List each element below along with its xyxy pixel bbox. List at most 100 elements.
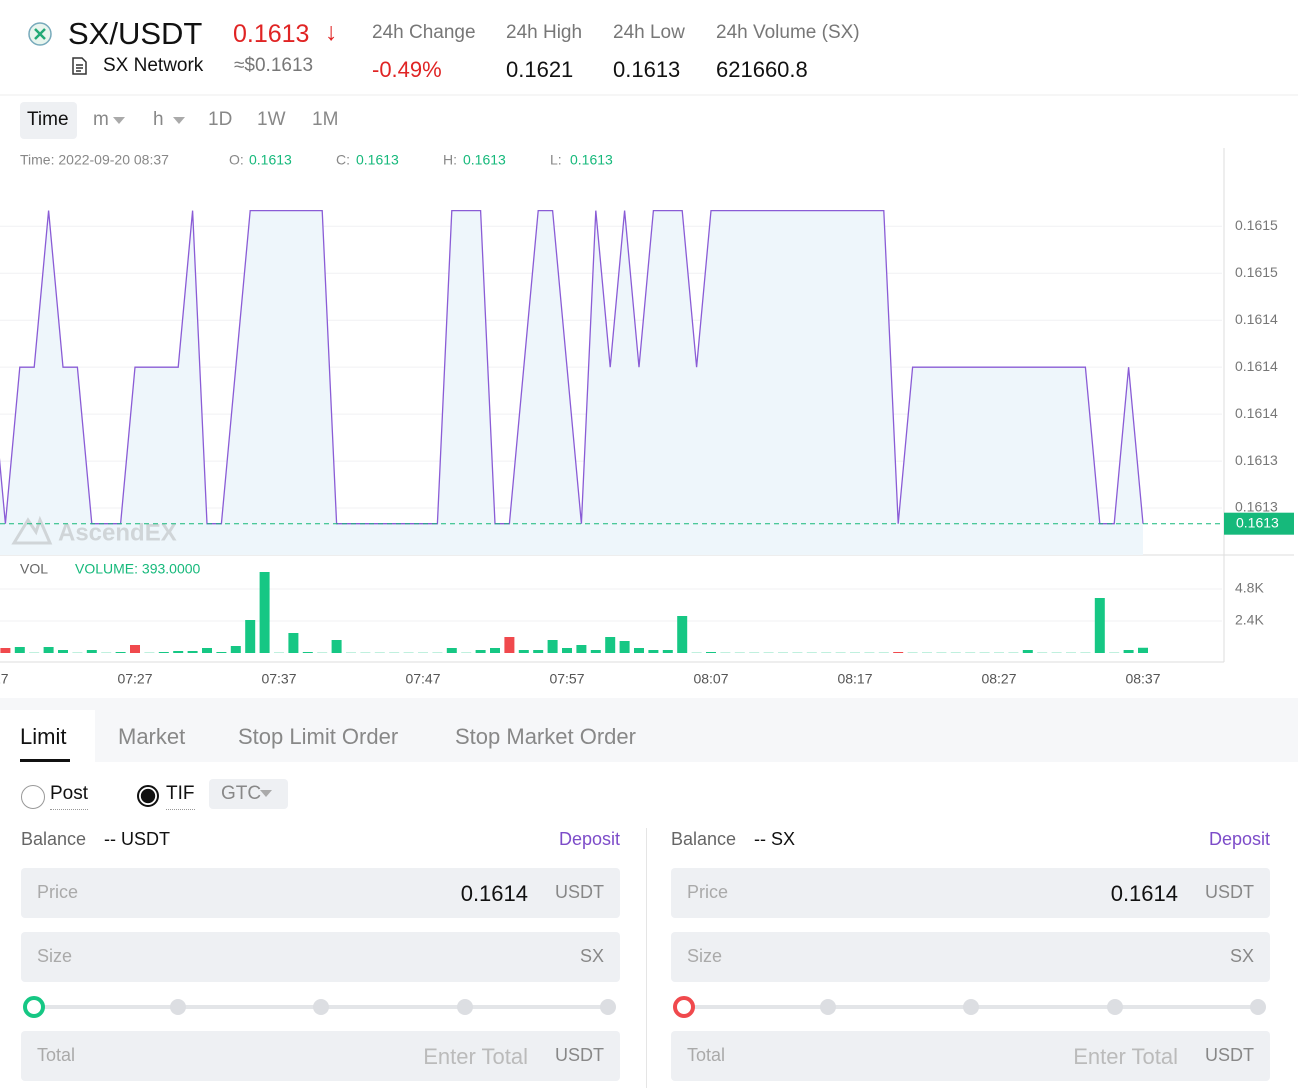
volume-bar (1022, 650, 1033, 653)
order-tab[interactable]: Stop Market Order (455, 724, 636, 749)
deposit-link[interactable]: Deposit (558, 829, 620, 849)
y-tick-label: 0.1615 (1235, 264, 1278, 280)
balance-value: -- USDT (104, 829, 170, 849)
volume-bar (475, 650, 486, 653)
slider-handle[interactable] (673, 996, 695, 1018)
volume-bar (893, 652, 904, 653)
volume-bar (202, 648, 212, 653)
dropdown-arrow (113, 117, 125, 124)
total-label: Total (687, 1045, 726, 1065)
volume-bar (245, 620, 256, 653)
slider-step[interactable] (963, 999, 979, 1015)
volume-name: VOL (20, 561, 48, 577)
slider-step[interactable] (1250, 999, 1266, 1015)
last-price-tag (1224, 512, 1294, 535)
price-input[interactable] (671, 868, 1270, 918)
size-input[interactable] (671, 932, 1270, 982)
balance-label: Balance (21, 829, 87, 849)
volume-bar (504, 637, 515, 653)
info-label: H: (443, 152, 457, 168)
balance-label: Balance (671, 829, 737, 849)
total-input[interactable] (21, 1031, 620, 1081)
tif-value: GTC (221, 783, 262, 804)
watermark-logo (11, 515, 53, 545)
stat-value: -0.49% (372, 57, 442, 82)
stat-value: 0.1621 (506, 57, 574, 82)
last-price: 0.1613 (233, 20, 310, 48)
volume-bar (230, 646, 241, 653)
post-radio[interactable] (21, 785, 45, 809)
volume-bar (86, 650, 97, 653)
slider-step[interactable] (170, 999, 186, 1015)
tif-select[interactable] (209, 779, 288, 809)
volume-bar (331, 640, 342, 653)
volume-bar (187, 651, 198, 653)
total-placeholder: Enter Total (423, 1044, 528, 1069)
price-unit: USDT (1205, 882, 1254, 902)
y-tick-label: 0.1614 (1235, 405, 1278, 421)
slider-handle[interactable] (23, 996, 45, 1018)
order-tab[interactable]: Stop Limit Order (238, 724, 399, 749)
y-tick-label: 0.1613 (1235, 499, 1278, 515)
info-time: Time: 2022-09-20 08:37 (20, 152, 169, 168)
volume-bar (130, 645, 140, 653)
tif-radio[interactable] (137, 785, 159, 807)
interval-button[interactable]: 1M (312, 109, 339, 130)
post-label: Post (50, 783, 89, 810)
price-label: Price (687, 882, 729, 902)
size-input[interactable] (21, 932, 620, 982)
volume-bar (1094, 598, 1105, 653)
interval-button[interactable]: m (93, 109, 109, 130)
dropdown-arrow (173, 117, 185, 124)
interval-button[interactable]: h (153, 109, 164, 130)
network-link[interactable]: SX Network (103, 55, 204, 76)
dropdown-arrow (260, 790, 272, 797)
total-label: Total (37, 1045, 76, 1065)
volume-bar (547, 640, 558, 653)
y-tick-label: 0.1614 (1235, 358, 1278, 374)
volume-bar (302, 652, 313, 653)
deposit-link[interactable]: Deposit (1208, 829, 1270, 849)
x-tick-label: 08:17 (837, 671, 872, 687)
order-tab[interactable]: Market (118, 724, 186, 749)
last-price-label: 0.1613 (1236, 514, 1279, 530)
volume-bar (605, 637, 616, 653)
volume-bar (259, 572, 270, 653)
price-value: 0.1614 (1110, 881, 1178, 906)
volume-bar (662, 650, 673, 653)
interval-button[interactable]: Time (27, 109, 69, 130)
volume-bar (216, 652, 227, 653)
pair: SX/USDT (68, 16, 203, 51)
price-value: 0.1614 (460, 881, 528, 906)
plot-area (0, 209, 1222, 653)
usd-price: ≈$0.1613 (234, 55, 314, 76)
info-label: C: (336, 152, 350, 168)
price-unit: USDT (555, 882, 604, 902)
volume-bar (14, 647, 25, 653)
interval-button[interactable]: 1W (257, 109, 286, 130)
x-tick-label: 07:27 (117, 671, 152, 687)
area-fill (0, 210, 1143, 555)
slider-step[interactable] (1107, 999, 1123, 1015)
slider-step[interactable] (820, 999, 836, 1015)
volume-bar (533, 650, 544, 653)
slider-step[interactable] (600, 999, 616, 1015)
y-tick-label: 0.1613 (1235, 452, 1278, 468)
x-tick-label: 07:37 (261, 671, 296, 687)
volume-bar (634, 648, 644, 653)
price-input[interactable] (21, 868, 620, 918)
y2-tick-label: 2.4K (1235, 612, 1264, 628)
size-unit: SX (579, 946, 604, 966)
interval-button[interactable]: 1D (208, 109, 233, 130)
volume-bar (562, 648, 572, 653)
slider-step[interactable] (457, 999, 473, 1015)
y-tick-label: 0.1615 (1235, 217, 1278, 233)
order-tab[interactable]: Limit (20, 724, 67, 749)
slider-step[interactable] (313, 999, 329, 1015)
tif-label: TIF (166, 783, 195, 810)
total-input[interactable] (671, 1031, 1270, 1081)
price-label: Price (37, 882, 79, 902)
x-tick-label: 07:47 (405, 671, 440, 687)
volume-bar (115, 652, 126, 653)
